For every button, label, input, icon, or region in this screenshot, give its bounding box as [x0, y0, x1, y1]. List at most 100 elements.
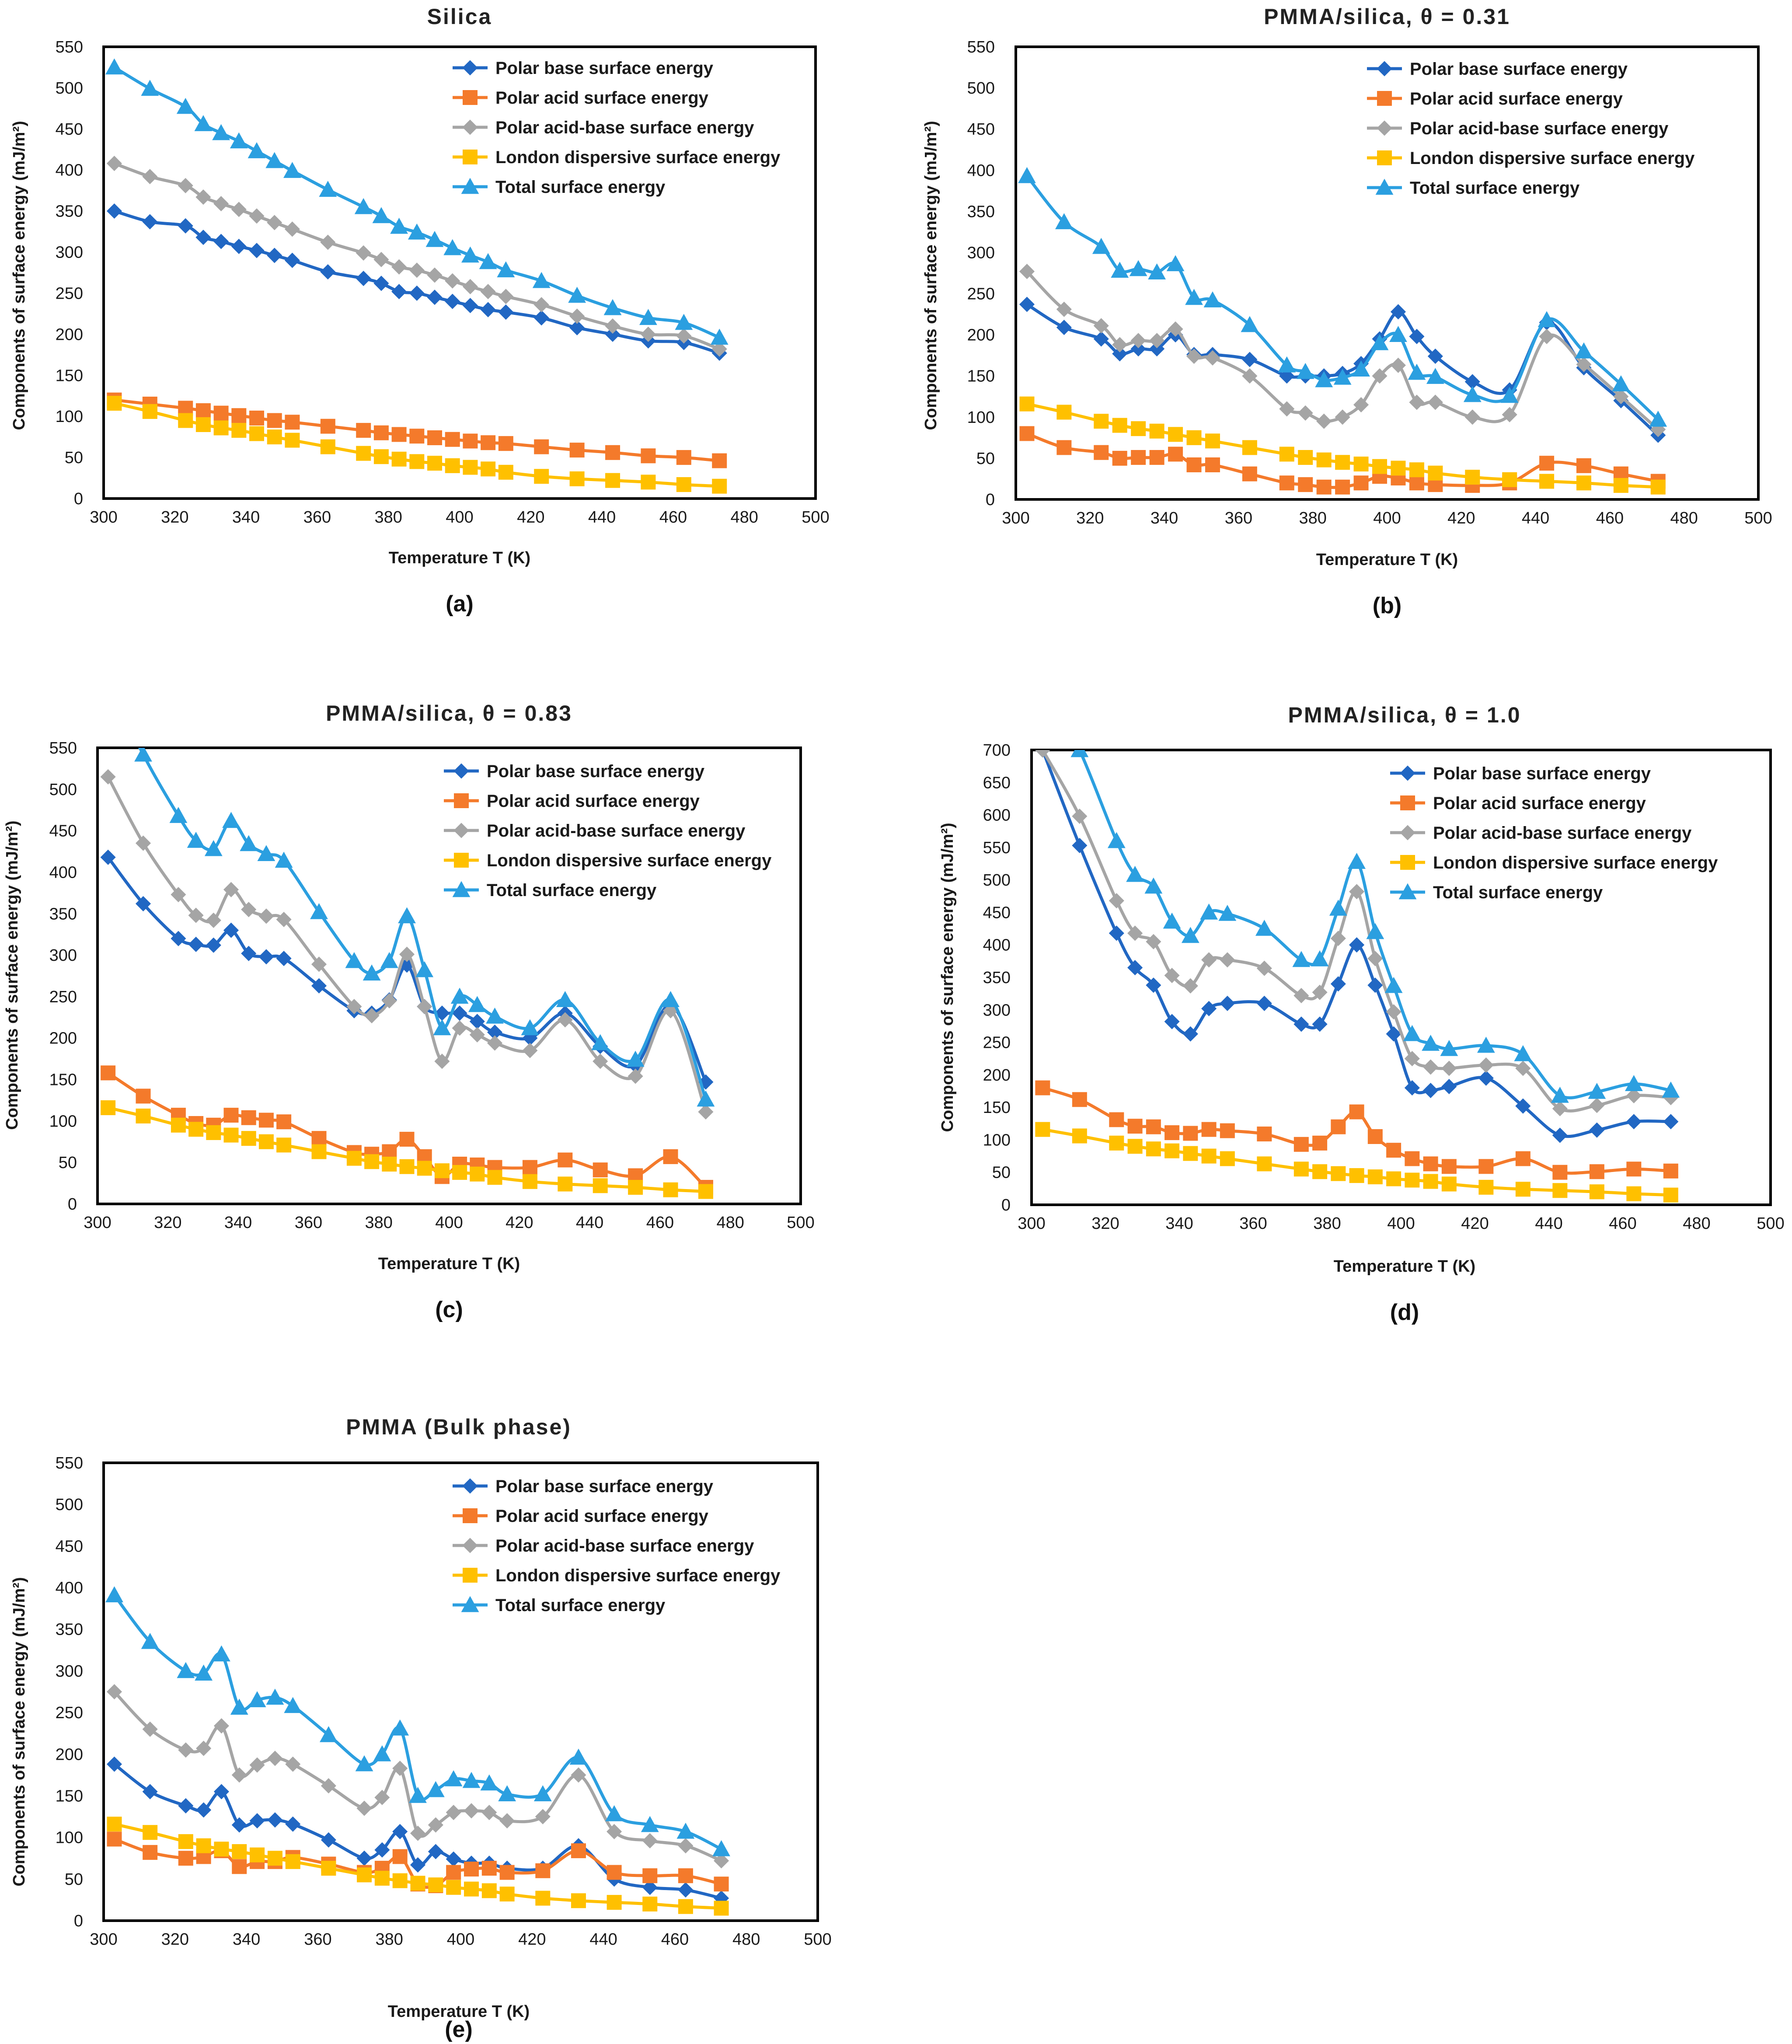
data-point: [1353, 475, 1369, 491]
data-point: [676, 328, 692, 344]
data-point: [1205, 350, 1220, 366]
data-point: [364, 1154, 380, 1169]
data-point: [1552, 1165, 1568, 1180]
data-point: [141, 1632, 159, 1649]
data-point: [569, 308, 585, 324]
x-tick-label: 300: [1002, 509, 1029, 527]
data-point: [1019, 426, 1035, 441]
data-point: [450, 987, 469, 1004]
data-point: [481, 1861, 497, 1876]
data-point: [1423, 1156, 1438, 1172]
legend-marker: [463, 1568, 478, 1583]
data-point: [391, 451, 407, 467]
data-point: [195, 189, 211, 205]
data-point: [593, 1162, 608, 1178]
data-point: [169, 807, 188, 823]
data-point: [408, 223, 426, 240]
y-tick-label: 150: [56, 366, 83, 385]
data-point: [249, 208, 265, 224]
data-point: [678, 1899, 693, 1914]
data-point: [107, 1831, 122, 1847]
data-point: [1427, 349, 1443, 364]
data-point: [558, 1152, 573, 1168]
y-tick-label: 400: [983, 936, 1011, 955]
data-point: [276, 911, 292, 928]
data-point: [284, 221, 300, 237]
x-tick-label: 420: [506, 1214, 533, 1232]
data-point: [417, 1161, 432, 1176]
x-tick-label: 300: [90, 508, 117, 527]
data-point: [533, 297, 549, 313]
data-point: [498, 304, 514, 320]
data-point: [463, 433, 478, 449]
y-tick-label: 450: [49, 822, 77, 841]
data-point: [1663, 1163, 1678, 1179]
legend-entry: Polar acid-base surface energy: [487, 821, 746, 841]
data-point: [143, 1845, 158, 1860]
data-point: [100, 769, 116, 785]
data-point: [1551, 1087, 1569, 1103]
data-point: [195, 403, 211, 419]
data-point: [1279, 446, 1294, 462]
data-point: [1094, 445, 1109, 460]
x-tick-label: 300: [84, 1214, 111, 1232]
data-point: [1316, 452, 1332, 467]
data-point: [356, 245, 371, 261]
data-point: [1186, 349, 1202, 364]
x-tick-label: 440: [588, 508, 616, 527]
data-point: [230, 132, 248, 149]
data-point: [462, 279, 478, 294]
data-point: [105, 58, 123, 75]
data-point: [319, 181, 337, 197]
y-axis-label: Components of surface energy (mJ/m²): [3, 820, 21, 1130]
data-point: [1423, 1174, 1438, 1189]
x-tick-label: 380: [1299, 509, 1326, 527]
data-point: [1183, 1146, 1198, 1161]
data-point: [284, 252, 300, 268]
y-tick-label: 550: [967, 38, 995, 56]
y-tick-label: 0: [74, 490, 83, 508]
data-point: [571, 1893, 586, 1908]
x-tick-label: 340: [1165, 1214, 1193, 1233]
data-point: [240, 835, 258, 851]
data-point: [427, 456, 443, 471]
x-tick-label: 380: [375, 1930, 403, 1949]
data-point: [409, 429, 425, 444]
data-point: [470, 1166, 485, 1182]
data-point: [107, 1817, 122, 1832]
data-point: [1201, 952, 1217, 968]
y-tick-label: 550: [56, 1454, 83, 1472]
data-point: [1293, 1137, 1309, 1152]
data-point: [1149, 423, 1164, 439]
data-point: [1463, 386, 1482, 402]
data-point: [1441, 1060, 1457, 1076]
y-tick-label: 100: [967, 408, 995, 427]
x-tick-label: 320: [1091, 1214, 1119, 1233]
data-point: [1539, 474, 1555, 489]
data-point: [1312, 984, 1328, 1000]
data-point: [468, 996, 486, 1012]
data-point: [1428, 465, 1443, 481]
data-point: [1539, 456, 1555, 471]
data-point: [1514, 1045, 1532, 1061]
x-tick-label: 420: [518, 1930, 546, 1949]
y-tick-label: 300: [49, 946, 77, 965]
legend-marker: [453, 763, 469, 779]
data-point: [1335, 479, 1350, 495]
data-point: [1389, 326, 1407, 342]
data-point: [213, 405, 229, 421]
legend-marker: [461, 1596, 479, 1612]
data-point: [1131, 421, 1146, 436]
data-point: [1464, 374, 1480, 390]
data-point: [1386, 1171, 1402, 1186]
x-axis-label: Temperature T (K): [1334, 1257, 1475, 1276]
data-point: [410, 1876, 425, 1891]
data-point: [136, 1088, 151, 1104]
legend-entry: Polar acid surface energy: [495, 88, 709, 108]
data-point: [480, 1774, 499, 1791]
legend-marker: [453, 823, 469, 838]
data-point: [434, 1163, 450, 1179]
data-point: [1409, 328, 1425, 344]
data-point: [232, 1844, 247, 1859]
data-point: [1109, 1112, 1124, 1127]
